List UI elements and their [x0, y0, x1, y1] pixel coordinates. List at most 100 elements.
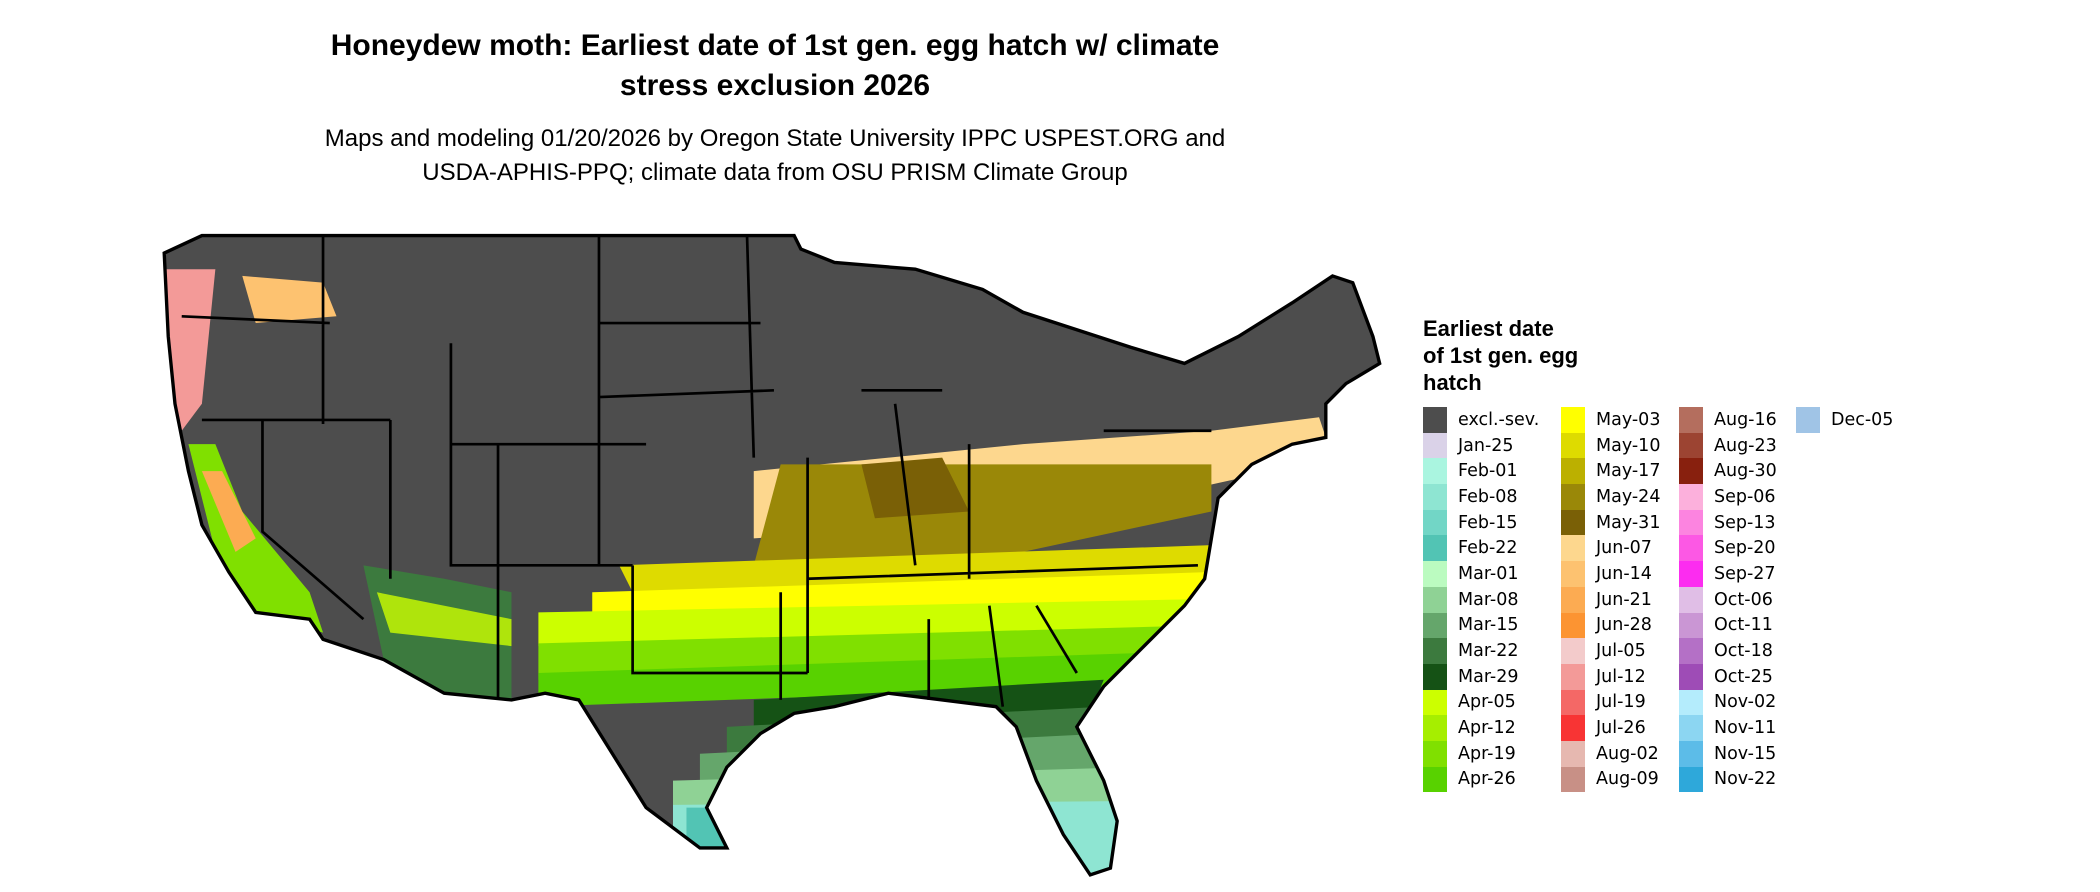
- zone-apr-19: [538, 625, 1185, 680]
- legend-label: excl.-sev.: [1458, 409, 1540, 430]
- legend-swatch: [1561, 432, 1585, 459]
- legend-item: Jun-14: [1561, 561, 1660, 587]
- legend-label: Jun-28: [1596, 615, 1652, 636]
- map-title-line-2: stress exclusion 2026: [619, 69, 931, 102]
- legend-swatch: [1423, 586, 1447, 613]
- zone-may-31: [861, 457, 970, 519]
- legend-label: Mar-15: [1458, 615, 1519, 636]
- legend-item: Mar-01: [1423, 561, 1539, 587]
- legend-item: Aug-30: [1679, 458, 1777, 485]
- legend-label: Apr-12: [1458, 718, 1516, 739]
- legend-label: Jul-12: [1596, 666, 1646, 687]
- legend-item: Sep-06: [1679, 484, 1777, 510]
- legend-item: Jul-12: [1561, 663, 1660, 690]
- legend-swatch: [1423, 509, 1447, 536]
- legend-label: Jan-25: [1458, 435, 1514, 456]
- legend-item: Jul-05: [1561, 638, 1660, 664]
- legend-item: Apr-05: [1423, 689, 1539, 716]
- legend-label: Sep-13: [1714, 512, 1776, 533]
- legend-label: Jul-19: [1596, 692, 1646, 713]
- legend-swatch: [1423, 432, 1447, 459]
- legend-swatch: [1561, 586, 1585, 613]
- legend-item: Nov-02: [1679, 689, 1777, 716]
- legend-swatch: [1679, 407, 1703, 433]
- legend-column: excl.-sev. Jan-25 Feb-01 Feb-08 Feb-15 Feb-22…: [1423, 407, 1540, 793]
- legend-item: Apr-26: [1423, 766, 1539, 793]
- legend-label: Oct-18: [1714, 641, 1773, 662]
- legend-swatch: [1561, 689, 1585, 716]
- zone-apr-26: [538, 652, 1145, 707]
- legend-column: May-03 May-10 May-17 May-24 May-31 Jun-07 Jun-…: [1561, 407, 1661, 793]
- legend-label: Nov-11: [1714, 718, 1777, 739]
- legend-label: Mar-08: [1458, 589, 1519, 610]
- legend-swatch: [1679, 689, 1703, 716]
- map-title: Honeydew moth: Earliest date of 1st gen.…: [200, 26, 1350, 106]
- legend-title-line-2: of 1st gen. egg: [1423, 343, 1579, 368]
- legend-swatch: [1423, 458, 1447, 485]
- legend-item: Mar-22: [1423, 638, 1539, 664]
- legend-swatch: [1423, 766, 1447, 793]
- legend-item: Oct-11: [1679, 612, 1777, 639]
- map-title-line-1: Honeydew moth: Earliest date of 1st gen.…: [330, 29, 1220, 62]
- legend-swatch: [1561, 484, 1585, 510]
- legend-label: May-10: [1596, 435, 1661, 456]
- legend-label: Mar-29: [1458, 666, 1519, 687]
- legend-swatch: [1679, 663, 1703, 690]
- map-subtitle-line-2: USDA-APHIS-PPQ; climate data from OSU PR…: [422, 159, 1128, 186]
- legend-swatch: [1561, 612, 1585, 639]
- legend-label: May-31: [1596, 512, 1661, 533]
- legend-label: Dec-05: [1831, 409, 1894, 430]
- zone-california-coast: [201, 471, 256, 552]
- legend-label: May-17: [1596, 461, 1661, 482]
- legend-swatch: [1561, 638, 1585, 664]
- legend-swatch: [1679, 432, 1703, 459]
- legend-item: Jun-28: [1561, 612, 1660, 639]
- legend-label: Apr-05: [1458, 692, 1516, 713]
- legend-item: Jun-21: [1561, 586, 1660, 613]
- legend-label: Mar-01: [1458, 563, 1519, 584]
- us-outline: [162, 233, 1382, 877]
- legend-label: Feb-01: [1458, 461, 1518, 482]
- map-subtitle-line-1: Maps and modeling 01/20/2026 by Oregon S…: [324, 125, 1226, 152]
- legend-swatch: [1561, 766, 1585, 793]
- legend-item: Sep-20: [1679, 535, 1777, 562]
- legend-item: Nov-11: [1679, 715, 1777, 741]
- legend-item: May-24: [1561, 484, 1660, 510]
- zone-mar-08: [673, 767, 1131, 808]
- legend-label: Jun-07: [1596, 538, 1652, 559]
- legend-swatch: [1423, 715, 1447, 741]
- legend-swatch: [1679, 740, 1703, 767]
- legend-swatch: [1561, 561, 1585, 587]
- legend-label: Oct-06: [1714, 589, 1773, 610]
- legend-swatch: [1561, 663, 1585, 690]
- legend-swatch: [1679, 586, 1703, 613]
- legend-column: Aug-16 Aug-23 Aug-30 Sep-06 Sep-13 Sep-20 Sep-…: [1679, 407, 1777, 793]
- legend-swatch: [1423, 612, 1447, 639]
- legend-title-line-3: hatch: [1423, 370, 1482, 395]
- legend-item: Feb-22: [1423, 535, 1539, 562]
- legend-label: Oct-11: [1714, 615, 1773, 636]
- legend-item: Aug-09: [1561, 766, 1660, 793]
- legend-swatch: [1561, 535, 1585, 562]
- legend-item: Jan-25: [1423, 432, 1539, 459]
- legend-label: Sep-20: [1714, 538, 1776, 559]
- legend-label: Apr-19: [1458, 743, 1516, 764]
- legend-swatch: [1423, 407, 1447, 433]
- legend-item: Oct-25: [1679, 663, 1777, 690]
- legend-swatch: [1423, 663, 1447, 690]
- legend-label: Aug-09: [1596, 769, 1659, 790]
- legend-swatch: [1423, 535, 1447, 562]
- legend-label: Nov-22: [1714, 769, 1777, 790]
- legend-item: Aug-02: [1561, 740, 1660, 767]
- legend-label: Aug-23: [1714, 435, 1777, 456]
- legend-item: May-10: [1561, 432, 1661, 459]
- legend-item: Dec-05: [1796, 407, 1893, 433]
- legend-swatch: [1679, 612, 1703, 639]
- legend-label: Nov-02: [1714, 692, 1777, 713]
- legend-item: May-03: [1561, 407, 1660, 433]
- legend-label: Aug-16: [1714, 409, 1777, 430]
- legend-label: Sep-27: [1714, 563, 1776, 584]
- legend-label: Aug-30: [1714, 461, 1777, 482]
- legend-swatch: [1679, 458, 1703, 485]
